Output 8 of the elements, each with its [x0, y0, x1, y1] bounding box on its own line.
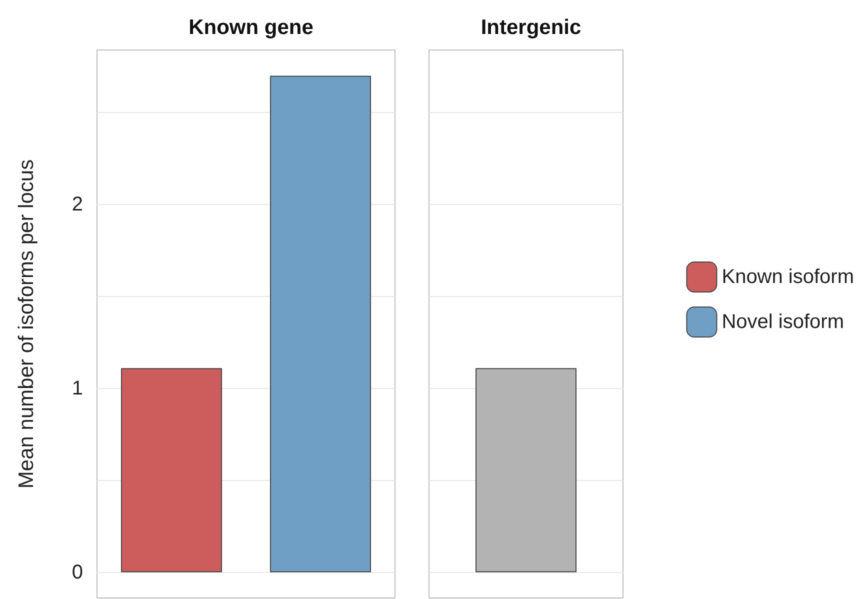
chart-title: Intergenic: [480, 16, 582, 39]
legend-label: Known isoform: [722, 266, 854, 288]
y-tick-label: 1: [72, 377, 83, 400]
y-tick-label: 0: [72, 561, 83, 584]
legend-label: Novel isoform: [722, 311, 844, 333]
y-axis-title: Mean number of isoforms per locus: [15, 159, 38, 489]
chart-title: Known gene: [188, 16, 314, 39]
y-tick-label: 2: [72, 193, 83, 216]
